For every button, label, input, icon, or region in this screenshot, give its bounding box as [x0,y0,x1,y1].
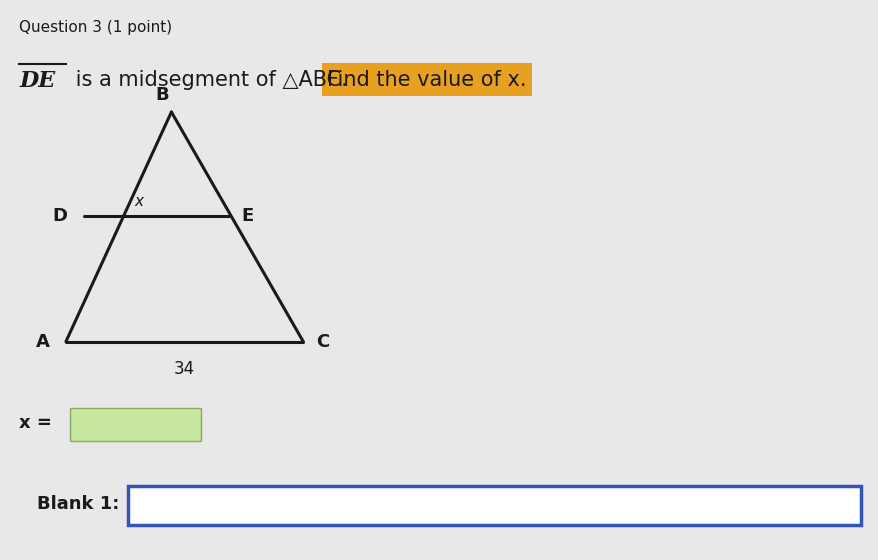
Text: is a midsegment of △ABC.: is a midsegment of △ABC. [68,70,354,90]
FancyBboxPatch shape [70,408,201,441]
Text: B: B [155,86,169,104]
Text: Blank 1:: Blank 1: [37,495,119,513]
Text: Question 3 (1 point): Question 3 (1 point) [19,20,172,35]
FancyBboxPatch shape [128,486,860,525]
Text: x: x [133,194,143,209]
FancyBboxPatch shape [321,63,531,96]
Text: C: C [316,333,329,351]
Text: x =: x = [19,414,59,432]
Text: D: D [53,207,68,225]
Text: E: E [241,207,254,225]
Text: A: A [36,333,50,351]
Text: 34: 34 [174,360,195,377]
Text: Find the value of x.: Find the value of x. [327,70,526,90]
Text: DE: DE [19,70,55,92]
